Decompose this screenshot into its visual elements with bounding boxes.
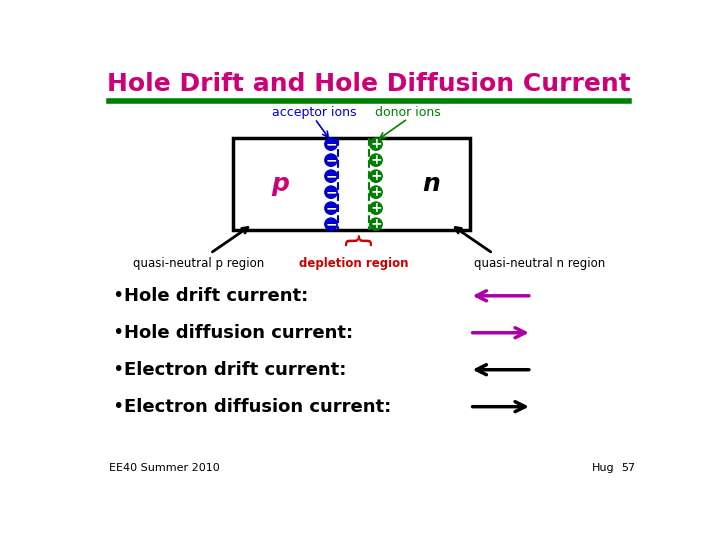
Text: +: + bbox=[370, 201, 382, 215]
Text: acceptor ions: acceptor ions bbox=[272, 106, 357, 119]
Text: quasi-neutral n region: quasi-neutral n region bbox=[474, 257, 605, 271]
Text: −: − bbox=[325, 169, 337, 183]
Text: +: + bbox=[370, 185, 382, 199]
Circle shape bbox=[325, 218, 337, 231]
Text: Hole Drift and Hole Diffusion Current: Hole Drift and Hole Diffusion Current bbox=[107, 72, 631, 96]
Circle shape bbox=[370, 202, 382, 214]
Text: {: { bbox=[340, 234, 367, 252]
Text: −: − bbox=[325, 153, 337, 167]
Text: •: • bbox=[112, 360, 123, 379]
Circle shape bbox=[325, 138, 337, 150]
Text: •: • bbox=[112, 397, 123, 416]
Text: depletion region: depletion region bbox=[299, 257, 408, 271]
Circle shape bbox=[370, 218, 382, 231]
Text: Electron diffusion current:: Electron diffusion current: bbox=[124, 397, 392, 416]
Text: EE40 Summer 2010: EE40 Summer 2010 bbox=[109, 463, 220, 473]
Circle shape bbox=[370, 186, 382, 198]
Text: Hole diffusion current:: Hole diffusion current: bbox=[124, 324, 354, 342]
Text: −: − bbox=[325, 137, 337, 151]
Text: Hug: Hug bbox=[593, 463, 615, 473]
Circle shape bbox=[325, 170, 337, 183]
Bar bbox=[233, 138, 469, 231]
Text: −: − bbox=[325, 185, 337, 199]
Text: +: + bbox=[370, 137, 382, 151]
Text: •: • bbox=[112, 323, 123, 342]
Text: Hole drift current:: Hole drift current: bbox=[124, 287, 308, 305]
Circle shape bbox=[370, 170, 382, 183]
Text: •: • bbox=[112, 286, 123, 305]
Text: +: + bbox=[370, 169, 382, 183]
Text: p: p bbox=[271, 172, 289, 196]
Circle shape bbox=[325, 154, 337, 166]
Text: +: + bbox=[370, 153, 382, 167]
Text: n: n bbox=[422, 172, 440, 196]
Circle shape bbox=[325, 186, 337, 198]
Text: −: − bbox=[325, 217, 337, 231]
Text: 57: 57 bbox=[621, 463, 635, 473]
Text: Electron drift current:: Electron drift current: bbox=[124, 361, 346, 379]
Text: −: − bbox=[325, 201, 337, 215]
Circle shape bbox=[325, 202, 337, 214]
Text: +: + bbox=[370, 217, 382, 231]
Text: quasi-neutral p region: quasi-neutral p region bbox=[133, 257, 264, 271]
Text: donor ions: donor ions bbox=[375, 106, 441, 119]
Circle shape bbox=[370, 154, 382, 166]
Circle shape bbox=[370, 138, 382, 150]
